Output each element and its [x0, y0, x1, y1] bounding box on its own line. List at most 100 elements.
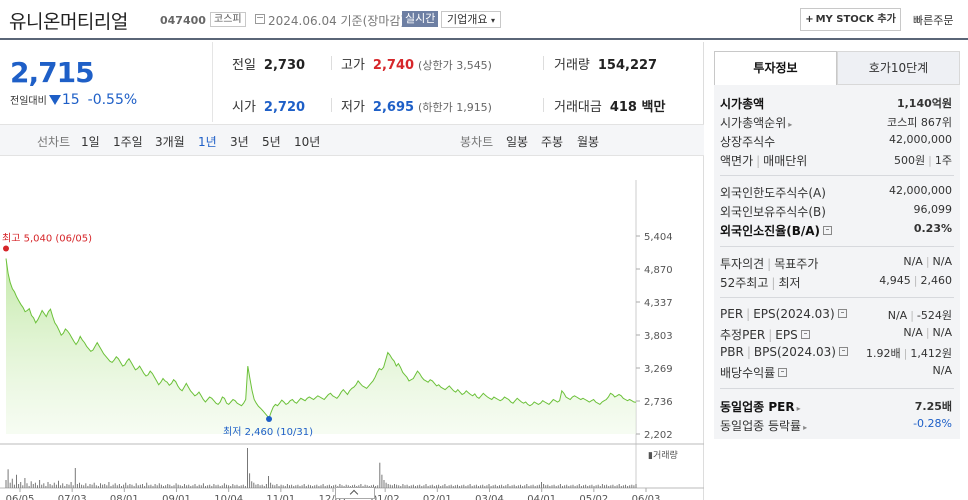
foreign-ratio-label: 외국인소진율(B/A) — [720, 224, 821, 238]
quote-volume-value: 154,227 — [597, 58, 658, 73]
price-area — [6, 258, 636, 434]
face-value: 500원 — [894, 154, 926, 167]
separator: | — [767, 257, 772, 271]
quote-open-value: 2,720 — [263, 100, 306, 115]
volume-label: ▮거래량 — [648, 449, 678, 461]
market-badge: 코스피 — [210, 12, 246, 27]
divider — [543, 56, 544, 70]
opinion-value: N/A — [903, 255, 923, 268]
per-eps-values: N/A | -524원 — [888, 307, 952, 323]
x-tick-label: 09/01 — [162, 494, 191, 500]
market-cap-label: 시가총액 — [720, 97, 765, 111]
face-value-row: 액면가 | 매매단위 500원 | 1주 — [720, 152, 952, 168]
tab-monthly[interactable]: 월봉 — [577, 135, 600, 149]
help-icon[interactable] — [838, 347, 848, 356]
quote-amount-label: 거래대금 — [554, 100, 602, 115]
tab-1d[interactable]: 1일 — [81, 135, 100, 149]
eps-label: EPS(2024.03) — [753, 307, 835, 321]
quote-grid: 전일 2,730 고가 2,740 (상한가 3,545) 거래량 154,227 시가… — [212, 42, 704, 122]
y-tick-label: 2,202 — [644, 430, 673, 441]
quick-order-link[interactable]: 빠른주문 — [913, 14, 954, 27]
x-tick-label: 02/01 — [423, 494, 452, 500]
separator: | — [925, 326, 930, 339]
rank-label[interactable]: 시가총액순위 — [720, 116, 787, 130]
est-per-value: N/A — [903, 326, 923, 339]
change-percent: -0.55% — [87, 92, 138, 108]
wk52-low-value: 2,460 — [920, 274, 953, 287]
quote-amount: 거래대금 418 백만 — [554, 96, 665, 115]
tab-3m[interactable]: 3개월 — [155, 135, 185, 149]
help-icon[interactable] — [837, 309, 847, 318]
quote-low-label: 저가 — [341, 100, 365, 115]
eps-value: -524원 — [916, 309, 952, 322]
tab-1w[interactable]: 1주일 — [113, 135, 143, 149]
price-line — [5, 258, 637, 419]
separator: | — [903, 347, 908, 360]
y-tick-label: 4,870 — [644, 265, 673, 276]
collapse-chart-button[interactable] — [335, 487, 375, 499]
separator: | — [771, 276, 776, 290]
help-icon[interactable] — [823, 226, 833, 235]
quote-volume: 거래량 154,227 — [554, 54, 657, 73]
divider — [331, 56, 332, 70]
est-eps-label: EPS — [775, 328, 798, 342]
quote-open-label: 시가 — [232, 100, 256, 115]
chevron-down-icon: ▾ — [490, 16, 495, 25]
unit-value: 1주 — [934, 154, 952, 167]
quote-open: 시가 2,720 — [232, 96, 305, 115]
tab-daily[interactable]: 일봉 — [506, 135, 529, 149]
quote-prev: 전일 2,730 — [232, 54, 305, 73]
help-icon[interactable] — [800, 330, 810, 339]
info-side-panel: 투자정보 호가10단계 시가총액 1,140억원 시가총액순위 ▸ 코스피 867위 … — [705, 42, 968, 500]
x-tick-label: 08/01 — [110, 494, 139, 500]
tab-1y[interactable]: 1년 — [198, 135, 217, 149]
wk52-high-value: 4,945 — [879, 274, 911, 287]
separator: | — [768, 328, 773, 342]
opinion-target-values: N/A | N/A — [903, 255, 952, 268]
x-tick-label: 03/04 — [475, 494, 504, 500]
tab-invest-info[interactable]: 투자정보 — [714, 51, 837, 85]
divider — [331, 98, 332, 112]
separator: | — [746, 345, 751, 359]
x-tick-label: 11/01 — [266, 494, 295, 500]
y-tick-label: 3,803 — [644, 331, 673, 342]
est-per-row: 추정PER | EPS N/A | N/A — [720, 326, 952, 342]
market-cap-row: 시가총액 1,140억원 — [720, 95, 952, 111]
tab-weekly[interactable]: 주봉 — [541, 135, 564, 149]
main-panel: 2,715 전일대비 15 -0.55% 전일 2,730 고가 2,740 (상한가 3… — [0, 42, 704, 500]
calendar-icon — [255, 14, 265, 24]
target-value: N/A — [932, 255, 952, 268]
candle-chart-label: 봉차트 — [460, 135, 494, 149]
chevron-right-icon: ▸ — [803, 423, 808, 432]
x-tick-label: 04/01 — [527, 494, 556, 500]
sector-per-label[interactable]: 동일업종 PER — [720, 400, 795, 414]
invest-info-body: 시가총액 1,140억원 시가총액순위 ▸ 코스피 867위 상장주식수 42,000,… — [714, 85, 960, 439]
help-icon[interactable] — [778, 368, 788, 377]
foreign-hold-label: 외국인보유주식수(B) — [720, 205, 826, 219]
sector-change-label[interactable]: 동일업종 등락률 — [720, 419, 802, 433]
face-unit-values: 500원 | 1주 — [894, 152, 952, 168]
company-name[interactable]: 유니온머티리얼 — [9, 11, 128, 33]
company-summary-dropdown[interactable]: 기업개요 ▾ — [441, 11, 501, 28]
quote-high-value: 2,740 — [372, 58, 415, 73]
add-mystock-button[interactable]: + MY STOCK 추가 — [800, 8, 901, 31]
sector-change-value: -0.28% — [913, 417, 952, 430]
y-tick-label: 2,736 — [644, 397, 673, 408]
tab-10y[interactable]: 10년 — [294, 135, 321, 149]
side-tabs: 투자정보 호가10단계 — [714, 51, 960, 85]
tab-5y[interactable]: 5년 — [262, 135, 281, 149]
y-tick-label: 3,269 — [644, 364, 673, 375]
market-cap-value: 1,140억원 — [896, 97, 952, 110]
high-annotation: 최고 5,040 (06/05) — [2, 233, 92, 245]
x-tick-label: 06/05 — [6, 494, 35, 500]
realtime-button[interactable]: 실시간 — [402, 11, 439, 27]
foreign-limit-row: 외국인한도주식수(A) 42,000,000 — [720, 184, 952, 200]
add-mystock-label: MY STOCK 추가 — [815, 14, 896, 25]
tab-order-book[interactable]: 호가10단계 — [837, 51, 960, 85]
sector-per-row: 동일업종 PER ▸ 7.25배 — [720, 398, 952, 414]
foreign-limit-value: 42,000,000 — [889, 184, 952, 197]
chevron-right-icon: ▸ — [788, 120, 793, 129]
price-chart[interactable]: 5,404 4,870 4,337 3,803 3,269 2,736 2,202 최고 5,… — [0, 156, 704, 500]
tab-3y[interactable]: 3년 — [230, 135, 249, 149]
sector-per-value: 7.25배 — [914, 400, 952, 413]
